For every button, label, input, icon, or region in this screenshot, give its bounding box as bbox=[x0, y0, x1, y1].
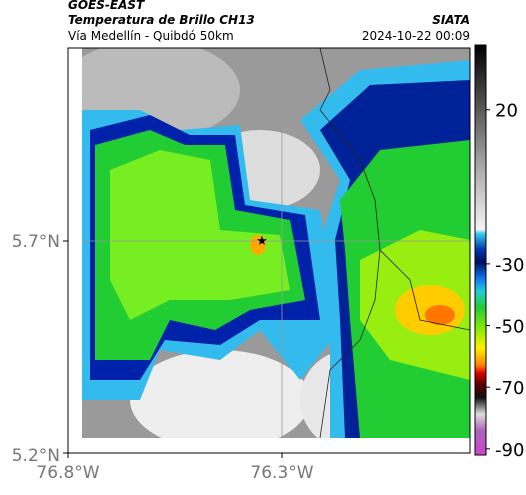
product: GOES-EAST bbox=[68, 0, 145, 12]
colorbar-label: -90 bbox=[495, 440, 524, 461]
lon-label: 76.8°W bbox=[36, 463, 99, 483]
satellite-image bbox=[82, 48, 470, 438]
colorbar-label: -70 bbox=[495, 378, 524, 399]
lon-label: 76.3°W bbox=[250, 463, 313, 483]
colorbar bbox=[474, 44, 487, 456]
colorbar-label: -50 bbox=[495, 317, 524, 338]
header: GOES-EAST Temperatura de Brillo CH13 SIA… bbox=[68, 0, 470, 43]
location-marker: ★ bbox=[256, 234, 268, 249]
colorbar-label: -30 bbox=[495, 255, 524, 276]
title: Temperatura de Brillo CH13 bbox=[68, 13, 255, 27]
lat-label: 5.7°N bbox=[12, 232, 60, 252]
colorbar-ticks: 20 -30 -50 -70 -90 bbox=[486, 101, 524, 461]
map-frame bbox=[67, 47, 471, 454]
lat-label: 5.2°N bbox=[12, 446, 60, 466]
timestamp: 2024-10-22 00:09 bbox=[362, 29, 470, 43]
subtitle: Vía Medellín - Quibdó 50km bbox=[68, 29, 234, 43]
colorbar-label: 20 bbox=[495, 101, 518, 122]
source: SIATA bbox=[432, 13, 470, 27]
